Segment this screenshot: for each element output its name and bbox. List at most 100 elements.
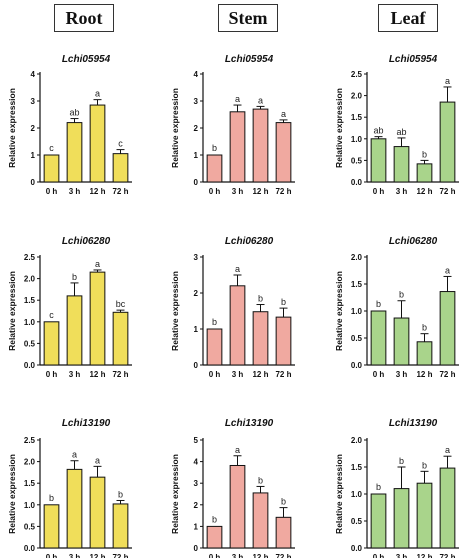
chart-4-sig-label: bc: [116, 299, 126, 309]
chart-1-sig-label: ab: [69, 108, 79, 118]
chart-6-bar: [393, 317, 410, 366]
chart-2-ytick-label: 2: [194, 124, 199, 133]
chart-3-xtick-label: 3 h: [396, 187, 408, 196]
chart-4-ytick-label: 1.5: [24, 296, 36, 305]
chart-2-ytick-label: 1: [194, 151, 199, 160]
chart-3-xtick-label: 0 h: [373, 187, 385, 196]
chart-5-xtick-label: 3 h: [232, 370, 244, 379]
chart-3-sig-label: ab: [396, 127, 406, 137]
chart-2-ytick-label: 0: [194, 178, 199, 187]
chart-3-ytick-label: 0.5: [351, 156, 363, 165]
chart-1-ytick-label: 2: [31, 124, 36, 133]
chart-4-ylabel: Relative expression: [7, 271, 17, 351]
chart-9-sig-label: b: [399, 456, 404, 466]
chart-4-ytick-label: 0.5: [24, 339, 36, 348]
chart-7-ytick-label: 1.0: [24, 501, 36, 510]
chart-4-xtick-label: 72 h: [112, 370, 128, 379]
chart-3-ytick-label: 0.0: [351, 178, 363, 187]
chart-9-ytick-label: 0.0: [351, 544, 363, 553]
chart-4-bar: [112, 311, 129, 366]
chart-4-bar: [89, 271, 106, 366]
chart-1-ylabel: Relative expression: [7, 88, 17, 168]
chart-7-bar: [66, 468, 83, 549]
chart-6-ytick-label: 2.0: [351, 253, 363, 262]
chart-2-bar: [275, 122, 292, 183]
chart-4-sig-label: a: [95, 259, 100, 269]
chart-5-xtick-label: 0 h: [209, 370, 221, 379]
chart-8-ytick-label: 2: [194, 501, 199, 510]
header-stem: Stem: [218, 4, 278, 32]
chart-3-ytick-label: 1.5: [351, 113, 363, 122]
chart-2-xtick-label: 12 h: [252, 187, 268, 196]
chart-2-sig-label: b: [212, 143, 217, 153]
chart-5-ytick-label: 2: [194, 289, 199, 298]
chart-5-sig-label: b: [258, 294, 263, 304]
chart-2-sig-label: a: [258, 95, 263, 105]
chart-9-xtick-label: 3 h: [396, 553, 408, 558]
header-leaf: Leaf: [378, 4, 438, 32]
chart-3-bar: [370, 138, 387, 183]
chart-9-xtick-label: 0 h: [373, 553, 385, 558]
chart-5-ytick-label: 0: [194, 361, 199, 370]
chart-5-bar: [206, 328, 223, 366]
chart-5-ylabel: Relative expression: [170, 271, 180, 351]
chart-3-bar: [393, 146, 410, 183]
chart-6-bar: [416, 341, 433, 366]
chart-2-bar: [229, 111, 246, 183]
chart-1-bar: [89, 104, 106, 183]
chart-8-sig-label: b: [212, 514, 217, 524]
chart-4-bar: [43, 321, 60, 366]
chart-9-ytick-label: 1.0: [351, 490, 363, 499]
chart-1-xtick-label: 0 h: [46, 187, 58, 196]
chart-4-ytick-label: 2.0: [24, 275, 36, 284]
chart-8-ytick-label: 1: [194, 522, 199, 531]
chart-8-sig-label: b: [281, 497, 286, 507]
chart-5-title: Lchi06280: [225, 236, 274, 247]
chart-5-ytick-label: 3: [194, 253, 199, 262]
chart-5-bar: [252, 311, 269, 366]
chart-2-ytick-label: 4: [194, 70, 199, 79]
chart-4-ytick-label: 1.0: [24, 318, 36, 327]
chart-8-bar: [229, 464, 246, 549]
chart-4-sig-label: b: [72, 272, 77, 282]
chart-1-title: Lchi05954: [62, 54, 111, 65]
chart-1-sig-label: c: [49, 143, 54, 153]
chart-7-ytick-label: 0.5: [24, 522, 36, 531]
chart-5-bar: [229, 285, 246, 366]
header-root: Root: [54, 4, 114, 32]
chart-9-xtick-label: 12 h: [416, 553, 432, 558]
chart-5-bar: [275, 316, 292, 366]
chart-6-bar: [439, 291, 456, 366]
chart-7-ytick-label: 2.0: [24, 458, 36, 467]
chart-6-xtick-label: 3 h: [396, 370, 408, 379]
chart-3-ylabel: Relative expression: [334, 88, 344, 168]
chart-7-sig-label: b: [118, 489, 123, 499]
chart-4-ytick-label: 2.5: [24, 253, 36, 262]
chart-7-sig-label: a: [72, 450, 77, 460]
chart-9-ytick-label: 0.5: [351, 517, 363, 526]
chart-7-xtick-label: 0 h: [46, 553, 58, 558]
chart-2-sig-label: a: [281, 109, 286, 119]
chart-1-xtick-label: 12 h: [89, 187, 105, 196]
chart-6-xtick-label: 72 h: [439, 370, 455, 379]
chart-9-bar: [393, 488, 410, 549]
chart-9-bar: [416, 482, 433, 549]
chart-2-xtick-label: 3 h: [232, 187, 244, 196]
chart-1-bar: [43, 154, 60, 183]
chart-2-title: Lchi05954: [225, 54, 274, 65]
chart-1-ytick-label: 4: [31, 70, 36, 79]
chart-3-ytick-label: 2.0: [351, 92, 363, 101]
chart-4-xtick-label: 12 h: [89, 370, 105, 379]
chart-6-sig-label: b: [422, 323, 427, 333]
chart-8-xtick-label: 3 h: [232, 553, 244, 558]
chart-9-ytick-label: 2.0: [351, 436, 363, 445]
chart-6-sig-label: b: [399, 290, 404, 300]
chart-3-xtick-label: 12 h: [416, 187, 432, 196]
chart-3-sig-label: a: [445, 76, 450, 86]
chart-5-xtick-label: 72 h: [275, 370, 291, 379]
chart-1-ytick-label: 0: [31, 178, 36, 187]
chart-8-ytick-label: 3: [194, 479, 199, 488]
chart-6-ytick-label: 0.5: [351, 334, 363, 343]
chart-1-xtick-label: 72 h: [112, 187, 128, 196]
